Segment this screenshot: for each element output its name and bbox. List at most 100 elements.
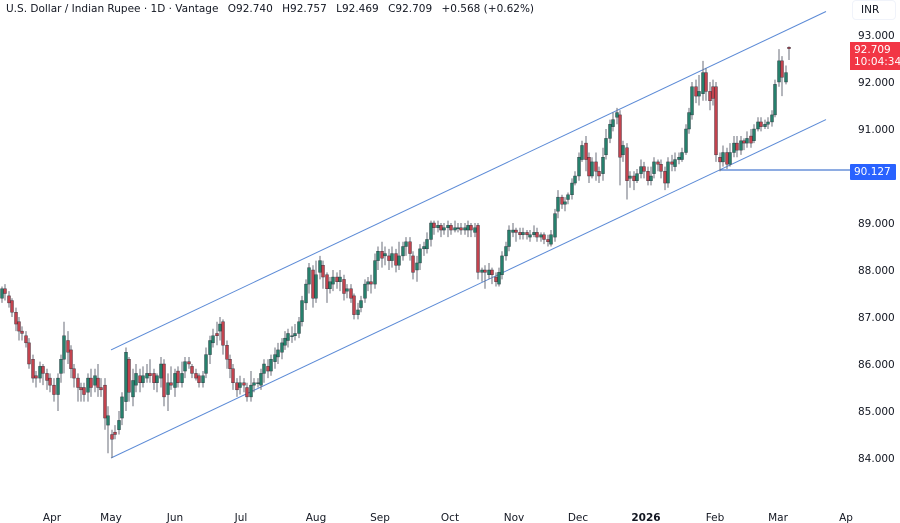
candle-down	[27, 342, 31, 365]
candle-up	[549, 234, 553, 245]
candle-up	[773, 84, 777, 116]
candle-down	[560, 196, 564, 205]
channel-lower-line[interactable]	[110, 119, 827, 459]
candle-down	[89, 377, 93, 388]
candle-up	[0, 288, 4, 299]
candle-down	[469, 225, 473, 231]
candle-up	[429, 222, 433, 240]
candle-up	[93, 375, 97, 386]
time-tick-label: 2026	[631, 512, 660, 523]
candle-up	[208, 340, 212, 355]
candle-up	[611, 119, 615, 127]
candle-down	[742, 140, 746, 144]
candle-up	[604, 138, 608, 156]
time-tick-label: Ap	[839, 512, 853, 523]
candle-down	[7, 295, 11, 304]
currency-button[interactable]: INR	[852, 0, 896, 20]
parallel-channel[interactable]	[110, 11, 827, 459]
candle-up	[273, 354, 277, 362]
candle-up	[422, 246, 426, 250]
candle-down	[642, 166, 646, 172]
candle-down	[459, 227, 463, 231]
candle-up	[473, 227, 477, 233]
price-tick-label: 87.000	[858, 312, 895, 324]
candle-up	[328, 281, 332, 290]
candle-up	[256, 382, 260, 384]
candle-up	[563, 201, 567, 205]
candle-down	[242, 382, 246, 386]
price-tick-label: 84.000	[858, 453, 895, 465]
candle-down	[31, 359, 35, 379]
candle-down	[235, 382, 239, 391]
candle-up	[701, 72, 705, 94]
candle-up	[134, 373, 138, 386]
candle-up	[180, 373, 184, 383]
price-axis[interactable]: 93.00092.00091.00090.00089.00088.00087.0…	[858, 30, 895, 465]
last-price-value: 92.709	[854, 44, 891, 56]
candle-up	[728, 152, 732, 165]
symbol-name[interactable]: U.S. Dollar / Indian Rupee	[6, 3, 141, 15]
candle-down	[20, 330, 24, 334]
candle-down	[342, 279, 346, 294]
close-value: C92.709	[388, 3, 433, 15]
candle-up	[487, 269, 491, 275]
candle-up	[404, 241, 408, 247]
channel-upper-line[interactable]	[110, 11, 827, 351]
candle-down	[82, 387, 86, 395]
candle-up	[366, 281, 370, 285]
bar-countdown: 10:04:34	[854, 56, 900, 68]
separator: ·	[140, 3, 151, 15]
candle-up	[442, 227, 446, 231]
candle-up	[480, 269, 484, 273]
candle-down	[110, 434, 114, 440]
time-tick-label: Jun	[166, 512, 183, 523]
candle-down	[79, 387, 83, 391]
time-tick-label: Jul	[234, 512, 248, 523]
candle-up	[415, 262, 419, 271]
candle-down	[708, 91, 712, 102]
candle-down	[597, 171, 601, 177]
candle-up	[721, 152, 725, 163]
price-tick-label: 88.000	[858, 265, 895, 277]
candle-down	[646, 171, 650, 181]
candle-up	[497, 272, 501, 285]
candle-up	[539, 234, 543, 238]
candle-up	[307, 267, 311, 285]
candle-down	[494, 276, 498, 282]
candle-down	[535, 232, 539, 238]
candle-down	[41, 366, 45, 374]
time-tick-label: Aug	[306, 512, 327, 523]
candle-down	[618, 114, 622, 158]
candle-down	[311, 269, 315, 299]
candle-down	[625, 147, 629, 181]
candle-down	[187, 361, 191, 365]
time-tick-label: Nov	[504, 512, 525, 523]
candle-up	[621, 145, 625, 156]
candle-down	[228, 359, 232, 369]
candle-down	[663, 171, 667, 184]
candle-up	[425, 239, 429, 250]
time-axis[interactable]: Apr May Jun Jul Aug Sep Oct Nov Dec 2026 Feb Mar Ap	[43, 512, 853, 523]
candle-up	[532, 232, 536, 235]
price-tick-label: 93.000	[858, 30, 895, 42]
candle-up	[314, 274, 318, 299]
candle-down	[476, 225, 480, 273]
candle-up	[166, 382, 170, 395]
price-tick-label: 85.000	[858, 406, 895, 418]
candle-up	[293, 333, 297, 337]
interval-label[interactable]: 1D	[150, 3, 166, 15]
candle-down	[718, 156, 722, 163]
candle-up	[690, 86, 694, 116]
candle-down	[787, 47, 791, 49]
candle-down	[17, 321, 21, 332]
candle-down	[714, 86, 718, 156]
candle-down	[169, 382, 173, 386]
candle-up	[615, 112, 619, 118]
candle-up	[106, 415, 110, 426]
candle-up	[218, 323, 222, 332]
candle-up	[259, 373, 263, 386]
candle-up	[436, 225, 440, 228]
candle-up	[280, 342, 284, 353]
candle-up	[124, 352, 128, 402]
